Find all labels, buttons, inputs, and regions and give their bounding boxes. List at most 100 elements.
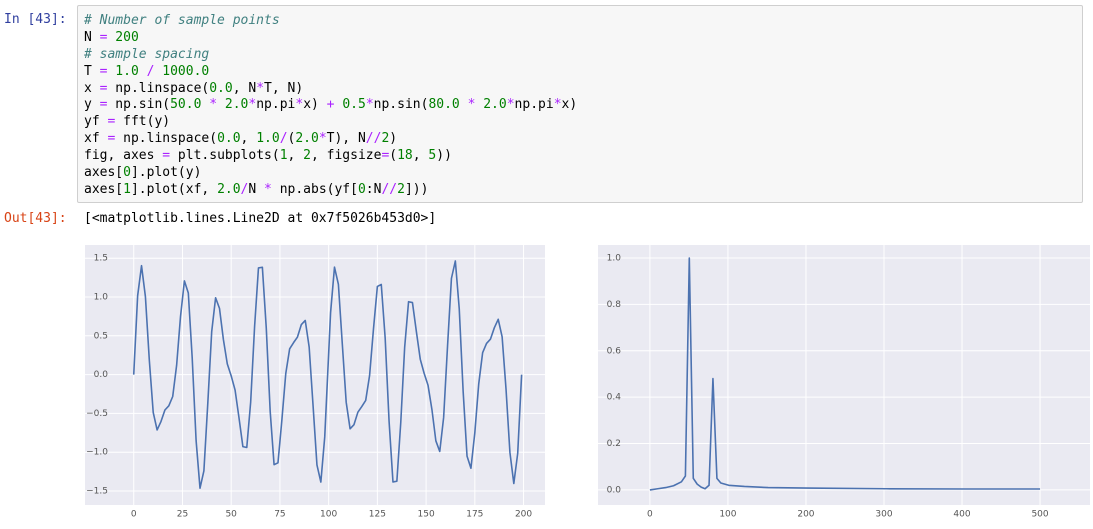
code-token: T), N	[326, 131, 366, 147]
code-token: 5	[428, 148, 437, 164]
code-token: np.linspace(	[115, 131, 218, 147]
code-token: 2	[381, 131, 390, 147]
output-text: [<matplotlib.lines.Line2D at 0x7f5026b45…	[84, 211, 437, 226]
code-token: +	[326, 97, 343, 113]
code-token: ,	[412, 148, 429, 164]
code-line: x = np.linspace(0.0, N*T, N)	[84, 81, 1076, 98]
code-token: =	[99, 80, 108, 96]
code-token: 80.0	[428, 97, 468, 113]
code-token: *	[209, 97, 225, 113]
y-tick-label: 0.0	[607, 485, 622, 495]
code-token: plt.subplots(	[170, 148, 280, 164]
code-cell[interactable]: # Number of sample points N = 200 # sample…	[77, 5, 1083, 203]
code-token: //	[381, 181, 398, 197]
code-token: , N	[232, 80, 257, 96]
x-tick-label: 500	[1031, 510, 1048, 520]
code-token: /	[146, 63, 163, 79]
y-tick-label: 0.2	[607, 439, 621, 449]
code-token: ]))	[404, 181, 429, 197]
code-token: ))	[436, 148, 452, 164]
code-token: x)	[561, 97, 578, 113]
code-token: =	[99, 97, 108, 113]
code-token: *	[295, 97, 304, 113]
code-token: =	[107, 131, 116, 147]
code-token: fig, axes	[84, 148, 163, 164]
code-token: 1.0	[256, 131, 280, 147]
code-token: *	[318, 131, 327, 147]
code-token: # sample spacing	[84, 46, 210, 62]
code-token: =	[162, 148, 171, 164]
code-token: *	[467, 97, 484, 113]
code-token: *	[506, 97, 515, 113]
code-token: 200	[107, 29, 139, 45]
y-tick-label: 0.5	[94, 331, 108, 341]
code-token: axes[	[84, 165, 124, 181]
code-token: 2	[303, 148, 311, 164]
data-line	[649, 257, 1041, 491]
code-token: (	[389, 148, 398, 164]
x-tick-label: 100	[719, 510, 736, 520]
code-token: 0.0	[217, 131, 241, 147]
code-token: :N	[365, 181, 382, 197]
code-token: /	[279, 131, 288, 147]
code-token: np.pi	[256, 97, 296, 113]
code-token: ].plot(xf,	[130, 181, 218, 197]
code-token: =	[381, 148, 390, 164]
code-token: 1	[123, 181, 131, 197]
code-token: //	[365, 131, 382, 147]
code-token: x)	[303, 97, 327, 113]
code-token: ].plot(y)	[130, 165, 202, 181]
code-line: # sample spacing	[84, 47, 1076, 64]
y-tick-label: 0.6	[607, 346, 622, 356]
code-token: T, N)	[264, 80, 304, 96]
code-token: fft(y)	[115, 114, 171, 130]
data-line	[132, 260, 523, 490]
y-tick-label: −1.0	[86, 448, 108, 458]
code-token: =	[99, 29, 108, 45]
code-token: 2.0	[295, 131, 319, 147]
code-line: T = 1.0 / 1000.0	[84, 64, 1076, 81]
code-token: 1000.0	[162, 63, 210, 79]
x-tick-label: 75	[274, 510, 285, 520]
code-token: =	[107, 114, 116, 130]
code-token: 0.5	[342, 97, 366, 113]
code-token: =	[99, 63, 108, 79]
code-token: N	[248, 181, 265, 197]
code-token: 0.0	[209, 80, 233, 96]
code-token: np.sin(	[373, 97, 429, 113]
code-token: ,	[240, 131, 257, 147]
code-token: 1.0	[107, 63, 147, 79]
code-token: 2	[397, 181, 405, 197]
code-token: x	[84, 80, 100, 96]
code-token: , figsize	[311, 148, 382, 164]
code-token: T	[84, 63, 100, 79]
code-token: )	[389, 131, 398, 147]
code-line: y = np.sin(50.0 * 2.0*np.pi*x) + 0.5*np.…	[84, 97, 1076, 114]
code-token: N	[84, 29, 100, 45]
y-tick-label: 1.0	[94, 293, 109, 303]
code-line: # Number of sample points	[84, 13, 1076, 30]
x-tick-label: 125	[369, 510, 386, 520]
code-token: *	[553, 97, 562, 113]
code-token: (	[287, 131, 296, 147]
code-token: 0	[357, 181, 366, 197]
y-tick-label: 1.0	[607, 253, 622, 263]
code-token: *	[365, 97, 374, 113]
x-tick-label: 175	[466, 510, 483, 520]
code-token: axes[	[84, 181, 124, 197]
y-tick-label: 0.0	[94, 370, 109, 380]
code-token: 2.0	[217, 181, 241, 197]
y-tick-label: 0.4	[607, 393, 622, 403]
y-tick-label: 1.5	[94, 254, 108, 264]
x-tick-label: 300	[875, 510, 892, 520]
x-tick-label: 100	[320, 510, 337, 520]
y-tick-label: −0.5	[86, 409, 108, 419]
x-tick-label: 0	[131, 510, 137, 520]
code-token: *	[264, 181, 280, 197]
code-token: 1	[279, 148, 288, 164]
code-token: xf	[84, 131, 108, 147]
x-tick-label: 25	[177, 510, 188, 520]
code-token: 2.0	[483, 97, 507, 113]
